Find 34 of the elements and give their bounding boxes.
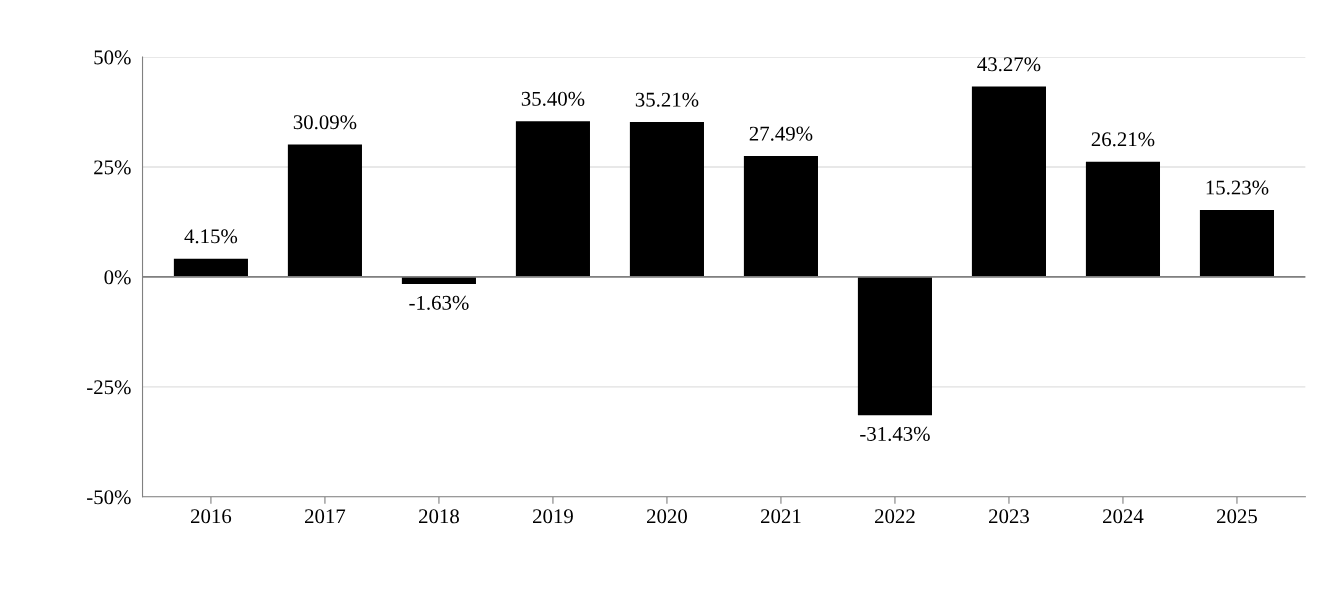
y-tick-label: -50% — [87, 490, 131, 505]
y-tick-label: -25% — [87, 380, 131, 395]
data-label: 27.49% — [749, 126, 813, 141]
x-tick-label: 2022 — [875, 509, 915, 524]
bar — [1199, 209, 1275, 277]
data-label: 35.40% — [521, 91, 585, 106]
x-tick-label: 2023 — [989, 509, 1029, 524]
data-label: 26.21% — [1091, 132, 1155, 147]
data-label: -31.43% — [860, 426, 930, 441]
x-tick-label: 2016 — [191, 509, 232, 524]
x-tick-label: 2025 — [1217, 509, 1257, 524]
x-tick-label: 2021 — [761, 509, 801, 524]
data-label: 4.15% — [184, 229, 238, 244]
data-label: 43.27% — [977, 57, 1041, 72]
x-tick-label: 2019 — [533, 509, 573, 524]
bar — [1085, 161, 1161, 277]
y-tick-label: 50% — [94, 50, 131, 65]
data-label: 15.23% — [1206, 180, 1269, 195]
bar — [287, 144, 362, 277]
x-tick-label: 2018 — [419, 509, 459, 524]
bar — [515, 121, 590, 277]
bar — [629, 122, 704, 277]
bar — [173, 258, 248, 277]
bar — [743, 156, 818, 277]
x-tick-label: 2020 — [647, 509, 687, 524]
data-label: 35.21% — [635, 92, 699, 107]
data-label: -1.63% — [409, 295, 469, 310]
x-tick-label: 2017 — [305, 509, 346, 524]
y-tick-label: 0% — [104, 270, 131, 285]
x-tick-label: 2024 — [1103, 509, 1144, 524]
y-tick-label: 25% — [94, 160, 131, 175]
bar — [857, 276, 932, 416]
bar — [971, 86, 1046, 277]
data-label: 30.09% — [293, 115, 357, 130]
